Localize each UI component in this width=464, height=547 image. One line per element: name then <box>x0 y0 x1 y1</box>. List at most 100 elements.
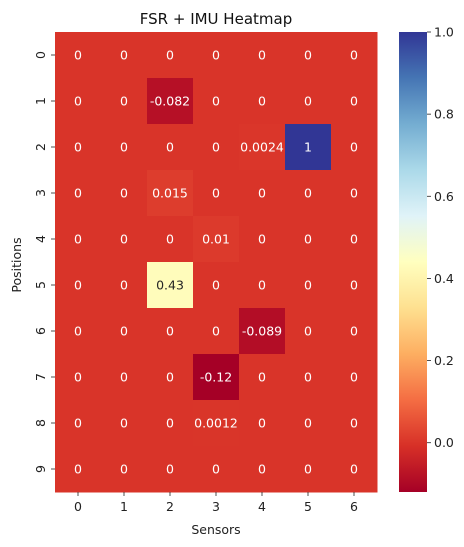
cell-value-label: 0 <box>304 186 312 201</box>
x-axis-ticks: 0 1 2 3 4 5 6 <box>74 492 358 514</box>
cell-value-label: 0 <box>74 48 82 63</box>
cell-value-label: 0 <box>350 140 358 155</box>
heatmap-cell <box>147 32 194 79</box>
heatmap-cell <box>331 308 378 355</box>
heatmap-cell <box>331 216 378 263</box>
cell-value-label: 0 <box>166 232 174 247</box>
heatmap-cell <box>55 124 102 171</box>
heatmap-cell <box>55 354 102 401</box>
heatmap-cell <box>101 354 148 401</box>
heatmap-cell <box>239 400 286 447</box>
cell-value-label: 0 <box>166 416 174 431</box>
cell-value-label: 0 <box>120 370 128 385</box>
heatmap-cell <box>147 308 194 355</box>
cell-value-label: 0 <box>166 140 174 155</box>
cell-value-label: 0 <box>120 186 128 201</box>
heatmap-cell <box>285 446 332 493</box>
cell-value-label: 0 <box>212 462 220 477</box>
cell-value-label: 0.43 <box>156 278 184 293</box>
cell-value-label: 0 <box>120 94 128 109</box>
cell-value-label: 0 <box>258 416 266 431</box>
heatmap-cell <box>285 354 332 401</box>
y-tick-label: 0 <box>33 51 48 59</box>
heatmap-cell <box>101 216 148 263</box>
x-tick-label: 5 <box>304 499 312 514</box>
cell-value-label: 0.01 <box>202 232 230 247</box>
heatmap-cell <box>285 216 332 263</box>
colorbar-tick-label: 0.0 <box>434 435 454 450</box>
y-tick-label: 5 <box>33 281 48 289</box>
heatmap-cell <box>193 308 240 355</box>
heatmap-cell <box>193 170 240 217</box>
chart-title: FSR + IMU Heatmap <box>140 10 292 28</box>
cell-value-label: 0 <box>304 48 312 63</box>
heatmap-cell <box>147 354 194 401</box>
y-axis-label: Positions <box>9 237 24 292</box>
colorbar-ticks: 1.0 0.8 0.6 0.4 0.2 0.0 <box>427 25 454 450</box>
x-axis-label: Sensors <box>191 522 240 537</box>
cell-value-label: 0 <box>350 416 358 431</box>
heatmap-cell <box>101 124 148 171</box>
cell-value-label: 0 <box>74 232 82 247</box>
cell-value-label: 0 <box>74 462 82 477</box>
y-tick-label: 6 <box>33 327 48 335</box>
cell-value-label: 0 <box>120 140 128 155</box>
heatmap-cell <box>331 170 378 217</box>
cell-value-label: 0 <box>350 370 358 385</box>
heatmap-cell <box>147 262 194 309</box>
cell-value-label: -0.089 <box>242 324 282 339</box>
heatmap-cell <box>147 400 194 447</box>
cell-value-label: 0 <box>304 462 312 477</box>
cell-value-label: 1 <box>304 140 312 155</box>
heatmap-cell <box>285 262 332 309</box>
heatmap-cell <box>147 170 194 217</box>
cell-value-label: 0 <box>212 94 220 109</box>
heatmap-cell <box>193 446 240 493</box>
x-tick-label: 1 <box>120 499 128 514</box>
heatmap-cell <box>147 78 194 125</box>
heatmap-cell <box>193 216 240 263</box>
heatmap-cell <box>331 124 378 171</box>
heatmap-cell <box>193 32 240 79</box>
cell-value-label: 0 <box>350 462 358 477</box>
heatmap-cell <box>331 78 378 125</box>
cell-value-label: -0.12 <box>200 370 232 385</box>
y-axis-ticks: 0 1 2 3 4 5 6 7 8 9 <box>33 51 55 473</box>
heatmap-cell <box>147 446 194 493</box>
y-tick-label: 2 <box>33 143 48 151</box>
x-tick-label: 4 <box>258 499 266 514</box>
heatmap-cell <box>193 354 240 401</box>
cell-value-label: 0.0024 <box>240 140 284 155</box>
cell-value-label: 0 <box>350 324 358 339</box>
cell-value-label: 0.015 <box>152 186 188 201</box>
heatmap-cell <box>193 400 240 447</box>
cell-value-label: 0 <box>304 416 312 431</box>
cell-value-label: 0 <box>120 232 128 247</box>
cell-value-label: 0 <box>120 324 128 339</box>
cell-value-label: 0 <box>120 416 128 431</box>
colorbar-tick-label: 0.8 <box>434 107 454 122</box>
heatmap-cell <box>331 446 378 493</box>
heatmap-cell <box>101 32 148 79</box>
colorbar-gradient <box>399 32 427 492</box>
heatmap-cell <box>55 216 102 263</box>
heatmap-cell <box>55 78 102 125</box>
cell-value-label: 0 <box>258 462 266 477</box>
y-tick-label: 7 <box>33 373 48 381</box>
heatmap-cell <box>239 308 286 355</box>
y-tick-label: 8 <box>33 419 48 427</box>
heatmap-cell <box>285 170 332 217</box>
cell-value-label: 0 <box>74 140 82 155</box>
heatmap-cell <box>285 78 332 125</box>
cell-value-label: 0 <box>74 324 82 339</box>
heatmap-cell <box>55 32 102 79</box>
y-tick-label: 1 <box>33 97 48 105</box>
cell-value-label: 0 <box>304 232 312 247</box>
heatmap-cell <box>285 400 332 447</box>
colorbar-tick-label: 1.0 <box>434 25 454 40</box>
heatmap-cell <box>239 78 286 125</box>
x-tick-label: 6 <box>350 499 358 514</box>
heatmap-cell <box>285 32 332 79</box>
cell-value-label: 0 <box>258 94 266 109</box>
heatmap-cell <box>331 354 378 401</box>
